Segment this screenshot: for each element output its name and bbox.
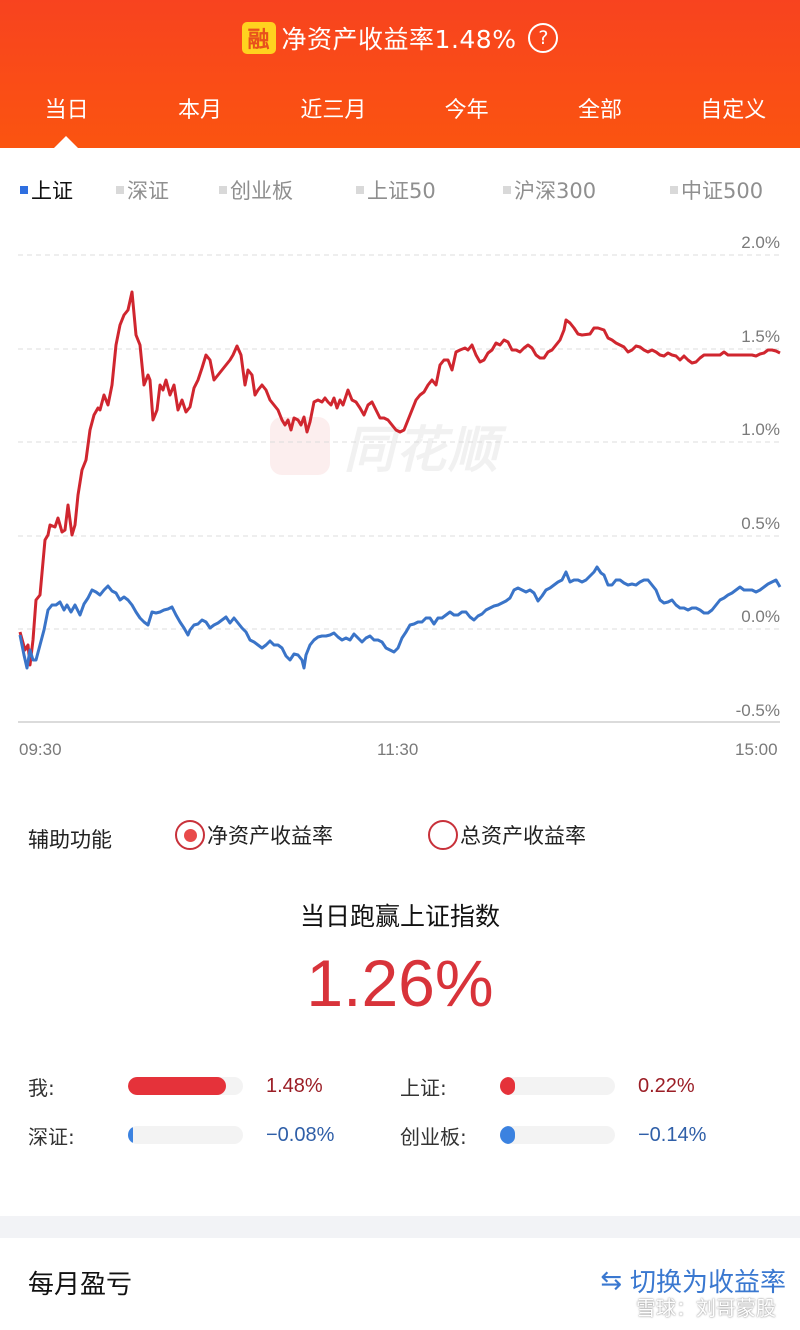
legend-shanghai[interactable]: 上证 <box>20 175 73 205</box>
index-legend: 上证 深证 创业板 上证50 沪深300 中证500 <box>0 172 800 208</box>
legend-label: 深证 <box>127 179 169 203</box>
watermark-text: 同花顺 <box>344 421 500 479</box>
compare-label: 深证: <box>28 1124 75 1149</box>
x-tick: 09:30 <box>19 740 62 759</box>
tab-three-months[interactable]: 近三月 <box>300 98 367 123</box>
compare-value: 0.22% <box>638 1074 695 1097</box>
help-icon[interactable]: ? <box>528 23 559 53</box>
compare-value: −0.14% <box>638 1123 707 1146</box>
y-tick: 1.5% <box>741 327 780 346</box>
compare-bar <box>128 1126 243 1144</box>
compare-me: 我: 1.48% <box>28 1068 388 1104</box>
radio-label: 净资产收益率 <box>207 824 333 848</box>
tab-all[interactable]: 全部 <box>577 98 622 123</box>
margin-badge-icon: 融 <box>241 22 276 54</box>
monthly-pnl-title: 每月盈亏 <box>28 1270 133 1300</box>
my-return-line <box>18 290 781 667</box>
compare-label: 上证: <box>400 1075 447 1100</box>
shanghai-index-line <box>18 565 782 670</box>
legend-square-icon <box>219 186 227 194</box>
compare-bar <box>128 1077 243 1095</box>
switch-arrows-icon: ⇆ <box>600 1265 622 1296</box>
y-tick: 2.0% <box>741 233 780 252</box>
ths-logo-icon <box>270 417 330 475</box>
x-tick: 11:30 <box>377 740 419 759</box>
y-tick: -0.5% <box>735 701 780 720</box>
active-tab-indicator <box>54 136 78 148</box>
page-title: 净资产收益率1.48% <box>281 25 517 54</box>
tab-today[interactable]: 当日 <box>44 98 89 123</box>
compare-shenzhen: 深证: −0.08% <box>28 1117 388 1153</box>
chart-plot <box>18 254 782 723</box>
title-row: 融 净资产收益率1.48% ? <box>0 20 800 56</box>
compare-value: −0.08% <box>266 1123 335 1146</box>
return-chart[interactable]: 同花顺 2.0% 1.5% 1.0% 0.5% 0.0% -0.5% 09:30… <box>0 225 800 765</box>
legend-label: 上证 <box>31 179 73 203</box>
legend-csi300[interactable]: 沪深300 <box>503 175 596 205</box>
xueqiu-watermark: 雪球：刘哥蒙股 <box>636 1296 776 1320</box>
legend-square-icon <box>20 186 28 194</box>
legend-label: 沪深300 <box>514 179 597 203</box>
outperform-title: 当日跑赢上证指数 <box>299 902 500 931</box>
outperform-value: 1.26% <box>306 946 494 1020</box>
compare-bar <box>500 1126 615 1144</box>
ths-watermark: 同花顺 <box>270 410 500 482</box>
legend-label: 上证50 <box>367 179 436 203</box>
legend-label: 中证500 <box>681 179 764 203</box>
compare-label: 创业板: <box>400 1124 467 1149</box>
compare-value: 1.48% <box>266 1074 323 1097</box>
radio-net-asset-return[interactable]: 净资产收益率 <box>175 820 333 850</box>
switch-to-return-button[interactable]: ⇆ 切换为收益率 <box>600 1262 786 1299</box>
tab-this-year[interactable]: 今年 <box>444 98 489 123</box>
legend-shenzhen[interactable]: 深证 <box>116 175 169 205</box>
radio-selected-icon <box>175 820 205 850</box>
radio-unselected-icon <box>428 820 458 850</box>
legend-square-icon <box>670 186 678 194</box>
y-tick: 0.5% <box>741 514 780 533</box>
legend-square-icon <box>356 186 364 194</box>
switch-label: 切换为收益率 <box>629 1268 786 1298</box>
header: 融 净资产收益率1.48% ? 当日 本月 近三月 今年 全部 自定义 <box>0 0 800 148</box>
legend-chinext[interactable]: 创业板 <box>219 175 293 205</box>
compare-shanghai: 上证: 0.22% <box>400 1068 760 1104</box>
compare-chinext: 创业板: −0.14% <box>400 1117 760 1153</box>
aux-label: 辅助功能 <box>28 828 112 852</box>
x-tick: 15:00 <box>735 740 778 759</box>
period-tabs: 当日 本月 近三月 今年 全部 自定义 <box>0 88 800 134</box>
tab-custom[interactable]: 自定义 <box>700 98 767 123</box>
compare-label: 我: <box>28 1075 55 1100</box>
legend-square-icon <box>503 186 511 194</box>
tab-this-month[interactable]: 本月 <box>177 98 222 123</box>
radio-total-asset-return[interactable]: 总资产收益率 <box>428 820 586 850</box>
section-divider <box>0 1216 800 1238</box>
compare-bar <box>500 1077 615 1095</box>
y-tick: 0.0% <box>741 607 780 626</box>
legend-csi500[interactable]: 中证500 <box>670 175 763 205</box>
legend-sse50[interactable]: 上证50 <box>356 175 436 205</box>
aux-functions: 辅助功能 净资产收益率 总资产收益率 <box>0 820 800 856</box>
radio-label: 总资产收益率 <box>460 824 586 848</box>
legend-square-icon <box>116 186 124 194</box>
y-tick: 1.0% <box>741 420 780 439</box>
legend-label: 创业板 <box>230 179 293 203</box>
